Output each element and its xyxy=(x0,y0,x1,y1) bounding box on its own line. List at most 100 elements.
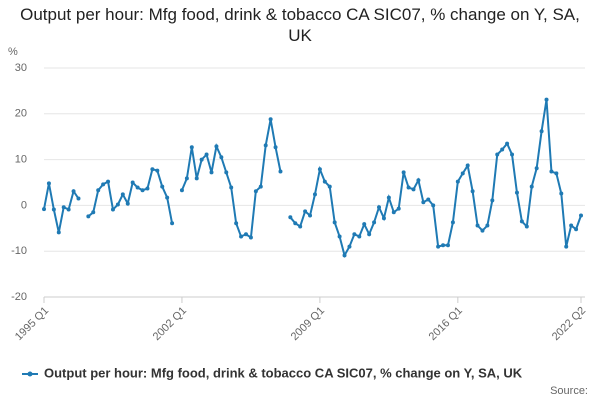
point xyxy=(229,185,234,190)
point xyxy=(96,188,101,193)
point xyxy=(145,186,150,191)
point xyxy=(322,179,327,184)
point xyxy=(234,221,239,226)
x-tick-label: 2002 Q1 xyxy=(151,305,189,343)
point xyxy=(554,171,559,176)
point xyxy=(239,234,244,239)
point xyxy=(455,179,460,184)
y-axis-label: % xyxy=(8,46,18,58)
point xyxy=(500,147,505,152)
point xyxy=(125,201,130,206)
point xyxy=(184,176,189,181)
point xyxy=(199,157,204,162)
source: Source: xyxy=(550,385,588,397)
point xyxy=(214,144,219,149)
point xyxy=(273,145,278,150)
point xyxy=(224,170,229,175)
chart-title: Output per hour: Mfg food, drink & tobac… xyxy=(20,5,580,45)
point xyxy=(135,185,140,190)
y-tick-label: 20 xyxy=(15,108,27,120)
point xyxy=(106,179,111,184)
point xyxy=(243,232,248,237)
point xyxy=(416,178,421,183)
point xyxy=(332,220,337,225)
point xyxy=(421,200,426,205)
y-tick-label: -20 xyxy=(11,291,27,303)
point xyxy=(293,221,298,226)
point xyxy=(480,228,485,233)
x-tick-label: 2022 Q2 xyxy=(550,305,588,343)
point xyxy=(460,171,465,176)
point xyxy=(465,163,470,168)
x-tick-label: 2016 Q1 xyxy=(427,305,465,343)
point xyxy=(529,184,534,189)
point xyxy=(372,220,377,225)
point xyxy=(445,243,450,248)
point xyxy=(534,166,539,171)
point xyxy=(514,190,519,195)
point xyxy=(377,205,382,210)
point xyxy=(189,145,194,150)
point xyxy=(539,129,544,134)
point xyxy=(288,215,293,220)
legend-marker xyxy=(27,371,33,377)
point xyxy=(115,202,120,207)
point xyxy=(470,189,475,194)
point xyxy=(327,184,332,189)
point xyxy=(406,185,411,190)
point xyxy=(312,192,317,197)
point xyxy=(194,176,199,181)
point xyxy=(357,234,362,239)
point xyxy=(401,170,406,175)
point xyxy=(559,191,564,196)
y-tick-label: -10 xyxy=(11,245,27,257)
point xyxy=(544,97,549,102)
point xyxy=(51,207,56,212)
point xyxy=(505,141,510,146)
point xyxy=(179,188,184,193)
point xyxy=(381,216,386,221)
point xyxy=(253,189,258,194)
point xyxy=(386,195,391,200)
point xyxy=(362,222,367,227)
point xyxy=(549,169,554,174)
point xyxy=(450,220,455,225)
point xyxy=(209,170,214,175)
point xyxy=(46,181,51,186)
point xyxy=(204,152,209,157)
point xyxy=(411,187,416,192)
point xyxy=(248,235,253,240)
point xyxy=(91,210,96,215)
point xyxy=(510,152,515,157)
point xyxy=(110,207,115,212)
point xyxy=(347,244,352,249)
series-line xyxy=(43,99,582,258)
point xyxy=(475,223,480,228)
point xyxy=(120,192,125,197)
point xyxy=(56,230,61,235)
x-tick-label: 2009 Q1 xyxy=(289,305,327,343)
point xyxy=(342,253,347,258)
point xyxy=(130,180,135,185)
point xyxy=(352,232,357,237)
point xyxy=(441,243,446,248)
point xyxy=(170,221,175,226)
point xyxy=(278,169,283,174)
point xyxy=(150,167,155,172)
point xyxy=(564,244,569,249)
point xyxy=(303,209,308,214)
point xyxy=(485,223,490,228)
point xyxy=(140,188,145,193)
point xyxy=(317,167,322,172)
point xyxy=(490,198,495,203)
point xyxy=(155,168,160,173)
point xyxy=(391,210,396,215)
point xyxy=(101,182,106,187)
point xyxy=(436,244,441,249)
point xyxy=(519,219,524,224)
point xyxy=(396,206,401,211)
y-tick-label: 0 xyxy=(21,199,27,211)
point xyxy=(495,152,500,157)
